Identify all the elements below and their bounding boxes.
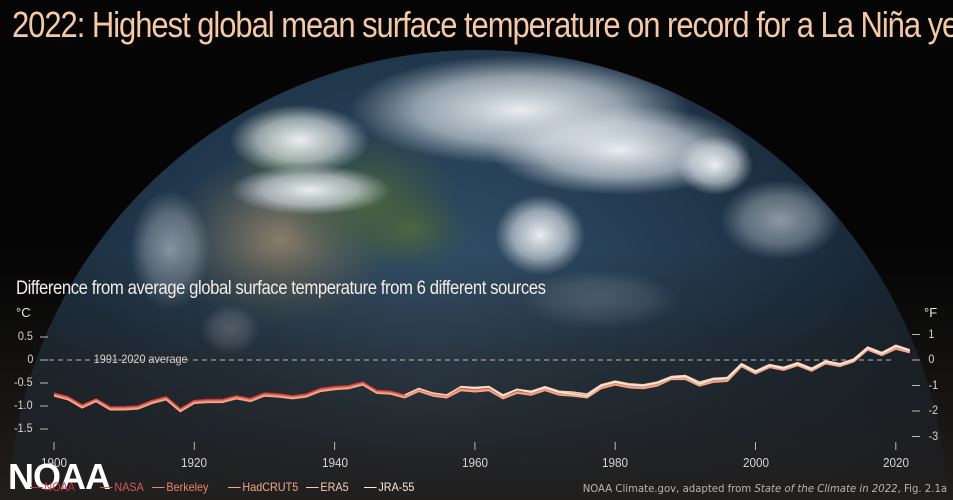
legend-swatch: [30, 487, 43, 489]
average-line-label: 1991-2020 average: [92, 352, 190, 366]
y-tick-label-left: -0.5: [14, 375, 33, 389]
legend-swatch: [364, 487, 377, 489]
page-title: 2022: Highest global mean surface temper…: [12, 4, 953, 45]
y-tick-label-right: 0: [928, 352, 935, 366]
legend-label: HadCRUT5: [242, 480, 299, 494]
legend-label: NOAA: [44, 480, 76, 494]
chart-subtitle: Difference from average global surface t…: [16, 278, 546, 299]
legend-label: ERA5: [320, 480, 349, 494]
x-tick-label: 2020: [882, 455, 909, 470]
left-axis-unit: °C: [16, 305, 31, 320]
legend-item-era5: ERA5: [306, 480, 349, 494]
series-line-berkeley: [53, 347, 911, 412]
x-tick-label: 2000: [742, 455, 769, 470]
credit-publication: State of the Climate in 2022: [754, 482, 898, 495]
right-axis-unit: °F: [924, 305, 938, 320]
series-line-hadcrut5: [53, 348, 910, 413]
x-tick-label: 1920: [181, 455, 208, 470]
series-line-jra-55: [460, 345, 911, 397]
y-tick-label-right: -2: [928, 403, 939, 417]
x-tick-label: 1980: [602, 455, 629, 470]
y-tick-label-left: 0.5: [18, 329, 34, 343]
credit-suffix: , Fig. 2.1a: [897, 482, 947, 495]
legend-label: Berkeley: [166, 480, 209, 494]
legend-item-jra-55: JRA-55: [364, 480, 414, 494]
x-tick-label: 1900: [40, 455, 68, 470]
legend-item-berkeley: Berkeley: [152, 480, 208, 494]
y-tick-label-left: -1.0: [14, 398, 33, 412]
credit-prefix: NOAA Climate.gov, adapted from: [582, 482, 755, 495]
legend-swatch: [152, 487, 165, 489]
y-tick-label-right: -1: [928, 377, 939, 392]
x-tick-label: 1940: [321, 455, 348, 470]
y-tick-label-left: -1.5: [14, 421, 33, 435]
legend-item-noaa: NOAA: [30, 480, 75, 494]
y-tick-label-left: 0: [27, 352, 34, 366]
x-tick-label: 1960: [461, 455, 488, 470]
legend-label: NASA: [114, 480, 144, 494]
legend-item-nasa: NASA: [100, 480, 144, 494]
y-tick-label-right: 1: [928, 326, 935, 341]
legend-item-hadcrut5: HadCRUT5: [228, 480, 298, 494]
y-tick-label-right: -3: [928, 428, 939, 443]
noaa-logo: NOAA: [8, 456, 111, 497]
legend-swatch: [228, 487, 241, 489]
source-credit: NOAA Climate.gov, adapted from State of …: [583, 482, 947, 495]
legend-label: JRA-55: [378, 480, 415, 494]
legend-swatch: [100, 487, 113, 489]
legend-swatch: [306, 487, 319, 489]
